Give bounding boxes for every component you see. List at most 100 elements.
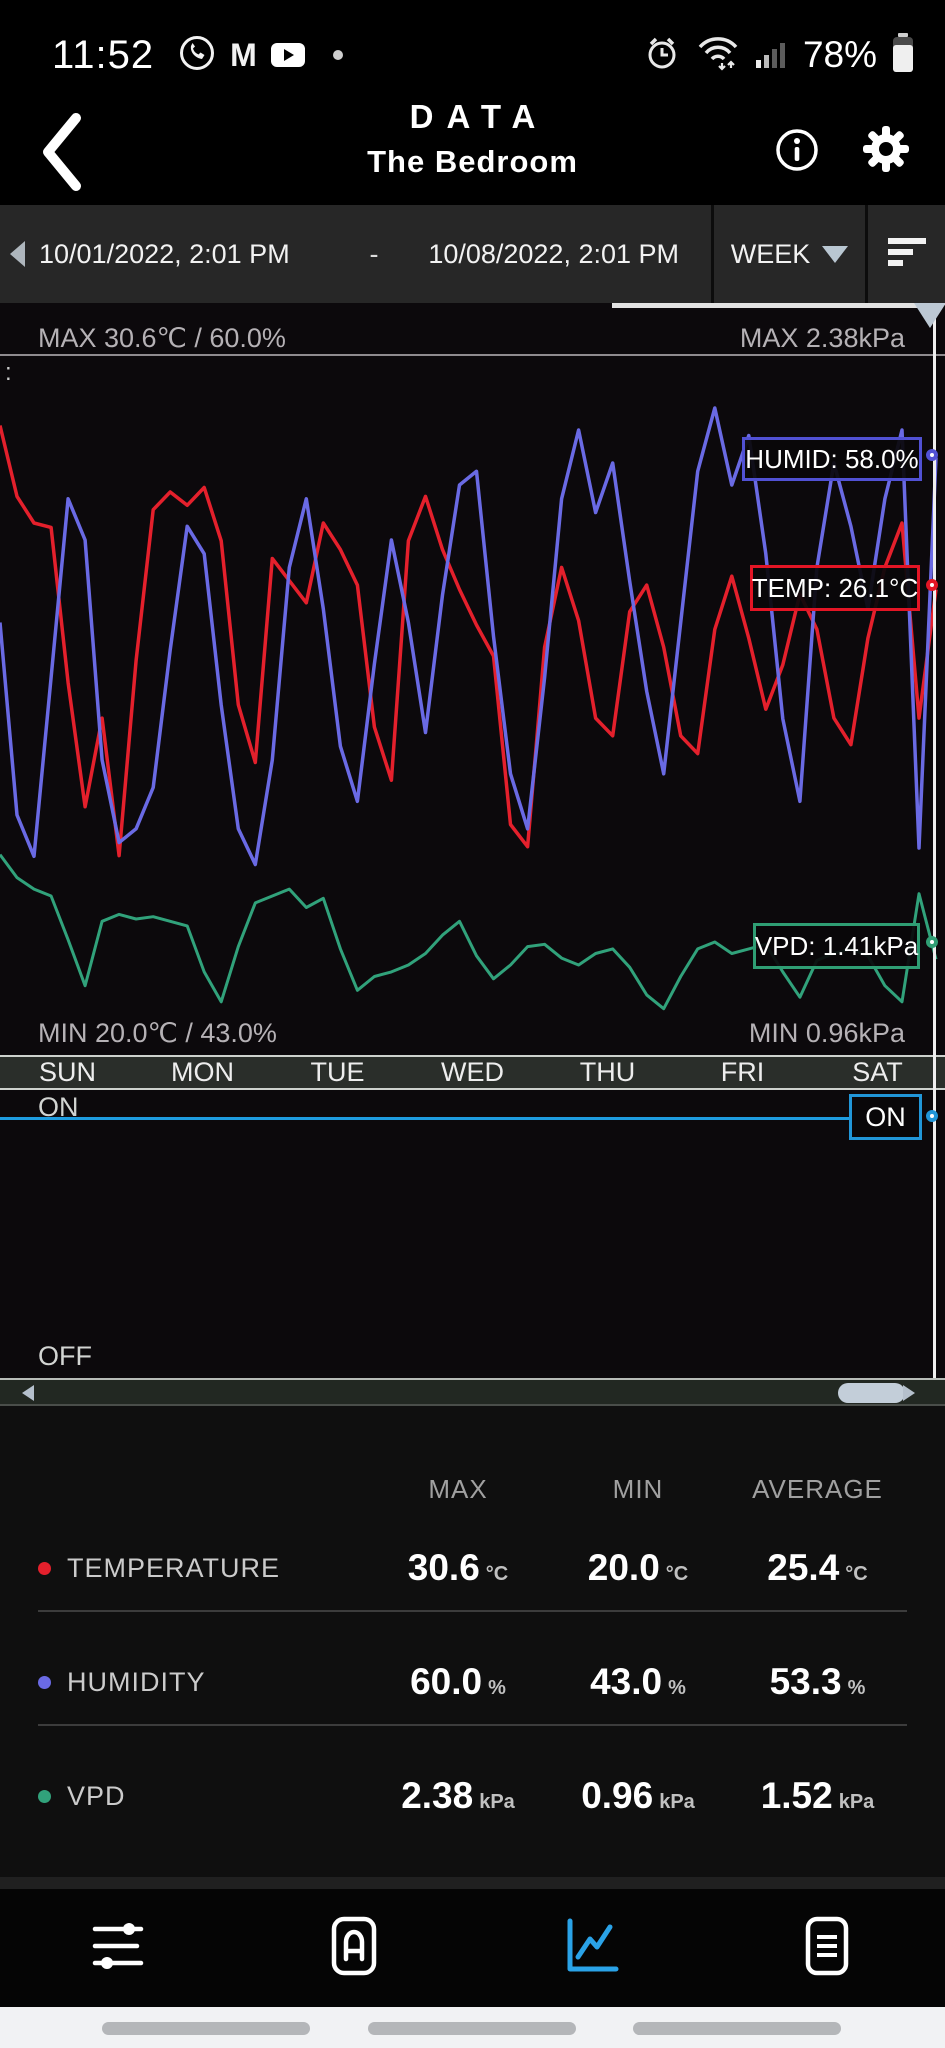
- sliders-icon: [87, 1915, 149, 1982]
- header-average: AVERAGE: [752, 1473, 883, 1504]
- back-button[interactable]: [38, 110, 88, 194]
- tab-data-chart[interactable]: [473, 1889, 709, 2007]
- cursor-handle-icon[interactable]: [914, 303, 945, 328]
- day-label-sun: SUN: [38, 1057, 96, 1087]
- vpd-max-value: 2.38: [401, 1775, 474, 1816]
- date-range-bar: 10/01/2022, 2:01 PM - 10/08/2022, 2:01 P…: [0, 205, 945, 303]
- notes-icon: [800, 1915, 854, 1982]
- on-state-line: [0, 1117, 852, 1120]
- humid-avg-value: 53.3: [769, 1661, 842, 1702]
- tab-controls[interactable]: [0, 1889, 236, 2007]
- chart-icon: [560, 1915, 622, 1982]
- scrollbar-right-arrow-icon[interactable]: [903, 1385, 915, 1401]
- header-min: MIN: [612, 1473, 664, 1504]
- on-state-cursor-dot: [926, 1110, 938, 1122]
- humid-min-value: 43.0: [590, 1661, 663, 1702]
- device-state-chart[interactable]: ON ON OFF: [0, 1090, 945, 1378]
- day-label-wed: WED: [441, 1057, 504, 1087]
- chevron-down-icon: [822, 245, 849, 263]
- temperature-cursor-label: TEMP: 26.1°C: [750, 565, 920, 611]
- tab-controller[interactable]: [236, 1889, 472, 2007]
- row-label: HUMIDITY: [67, 1666, 206, 1697]
- humidity-cursor-dot: [926, 449, 938, 461]
- row-divider: [38, 1610, 907, 1612]
- humid-max-value: 60.0: [410, 1661, 483, 1702]
- day-label-sat: SAT: [852, 1057, 903, 1087]
- gmail-icon: M: [230, 36, 257, 73]
- app-header: DATA The Bedroom: [0, 96, 945, 205]
- page-title: DATA: [409, 98, 549, 135]
- whatsapp-icon: [178, 34, 216, 77]
- nav-back-pill[interactable]: [633, 2022, 841, 2035]
- signal-icon: [755, 36, 789, 75]
- tab-notes[interactable]: [709, 1889, 945, 2007]
- vpd-legend-dot: [38, 1789, 51, 1803]
- day-label-mon: MON: [171, 1057, 234, 1087]
- gear-icon[interactable]: [859, 122, 913, 176]
- humidity-line: [0, 406, 938, 867]
- system-nav-bar: [0, 2007, 945, 2048]
- off-axis-label: OFF: [38, 1341, 92, 1371]
- nav-home-pill[interactable]: [368, 2022, 576, 2035]
- wifi-icon: [695, 34, 741, 77]
- scrollbar-thumb[interactable]: [838, 1383, 905, 1403]
- stats-table: MAX MIN AVERAGE TEMPERATURE 30.6 °C 20.0 °…: [0, 1406, 945, 1877]
- range-dropdown-value: WEEK: [730, 238, 811, 269]
- table-row-temperature: TEMPERATURE 30.6 °C 20.0 °C 25.4 °C: [38, 1538, 907, 1598]
- day-label-tue: TUE: [310, 1057, 365, 1087]
- clock-time: 11:52: [52, 32, 155, 77]
- row-label: VPD: [67, 1780, 126, 1811]
- device-name: The Bedroom: [367, 144, 578, 179]
- notification-dot: [332, 50, 343, 60]
- controller-a-icon: [325, 1915, 383, 1982]
- stats-header-row: MAX MIN AVERAGE: [38, 1472, 907, 1506]
- vpd-cursor-dot: [926, 936, 938, 948]
- alarm-icon: [643, 34, 681, 77]
- max-divider-line: [0, 354, 945, 356]
- temperature-line: [0, 425, 938, 858]
- max-temp-humid-label: MAX 30.6℃ / 60.0%: [38, 323, 286, 353]
- battery-icon: [891, 32, 915, 79]
- chart-horizontal-scrollbar[interactable]: [0, 1378, 945, 1406]
- temperature-legend-dot: [38, 1561, 51, 1575]
- bottom-toolbar: [0, 1889, 945, 2007]
- range-end-date[interactable]: 10/08/2022, 2:01 PM: [428, 238, 679, 269]
- chart-scroll-indicator[interactable]: [612, 303, 936, 308]
- chart-cursor-line[interactable]: [933, 308, 936, 1378]
- humidity-cursor-label: HUMID: 58.0%: [742, 437, 922, 481]
- sort-icon: [887, 237, 926, 271]
- temperature-cursor-dot: [926, 579, 938, 591]
- info-button[interactable]: [773, 126, 821, 174]
- temp-avg-value: 25.4: [767, 1547, 840, 1588]
- temp-max-value: 30.6: [407, 1547, 480, 1588]
- min-vpd-label: MIN 0.96kPa: [748, 1018, 905, 1048]
- day-label-fri: FRI: [720, 1057, 765, 1087]
- vpd-min-value: 0.96: [581, 1775, 654, 1816]
- day-label-thu: THU: [579, 1057, 636, 1087]
- youtube-icon: [270, 43, 305, 67]
- table-row-humidity: HUMIDITY 60.0% 43.0% 53.3%: [38, 1652, 907, 1712]
- range-dropdown[interactable]: WEEK: [711, 205, 865, 303]
- range-dash: -: [369, 238, 379, 269]
- previous-range-arrow-icon[interactable]: [10, 241, 25, 267]
- footer-divider-strip: [0, 1877, 945, 1889]
- nav-recents-pill[interactable]: [102, 2022, 310, 2035]
- header-max: MAX: [428, 1473, 488, 1504]
- min-temp-humid-label: MIN 20.0℃ / 43.0%: [38, 1018, 277, 1048]
- table-row-vpd: VPD 2.38 kPa 0.96 kPa 1.52 kPa: [38, 1766, 907, 1826]
- environment-chart[interactable]: MAX 30.6℃ / 60.0% MAX 2.38kPa : MIN 20.0…: [0, 303, 945, 1055]
- row-divider: [38, 1724, 907, 1726]
- row-label: TEMPERATURE: [67, 1552, 281, 1583]
- max-vpd-label: MAX 2.38kPa: [739, 323, 905, 353]
- axis-tick-mark: :: [5, 359, 12, 386]
- day-axis: SUN MON TUE WED THU FRI SAT: [0, 1055, 945, 1090]
- humidity-legend-dot: [38, 1675, 51, 1689]
- battery-percent: 78%: [802, 34, 877, 75]
- vpd-cursor-label: VPD: 1.41kPa: [753, 923, 920, 969]
- status-bar: 11:52 M 78%: [0, 0, 945, 96]
- on-cursor-label: ON: [849, 1094, 922, 1140]
- scrollbar-left-arrow-icon[interactable]: [22, 1385, 34, 1401]
- sort-button[interactable]: [865, 205, 945, 303]
- range-start-date[interactable]: 10/01/2022, 2:01 PM: [39, 238, 290, 269]
